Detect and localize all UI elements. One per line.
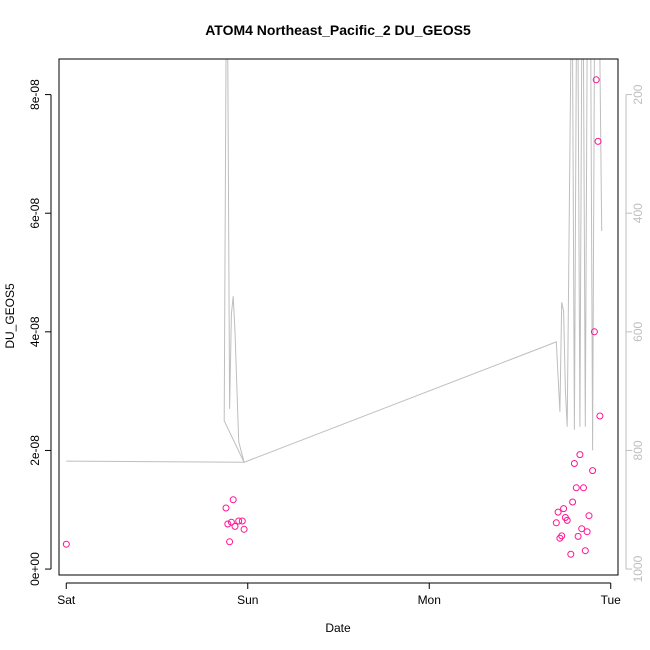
series-line-0 — [66, 59, 603, 463]
y2-tick-label: 400 — [631, 203, 645, 223]
y-tick-label: 8e-08 — [28, 79, 42, 110]
data-point — [578, 525, 586, 533]
y-tick-label: 2e-08 — [28, 435, 42, 466]
data-point — [235, 517, 243, 525]
data-point — [592, 76, 600, 84]
data-point — [570, 460, 578, 467]
data-point — [227, 518, 235, 526]
data-point — [589, 467, 597, 475]
data-point — [563, 516, 571, 524]
data-point — [554, 508, 562, 516]
data-point — [594, 137, 602, 145]
y2-tick-label: 1000 — [631, 555, 645, 582]
data-point — [580, 484, 587, 492]
data-point — [229, 496, 237, 504]
x-tick-label: Sat — [57, 593, 76, 607]
data-point — [238, 517, 246, 525]
data-point — [569, 498, 577, 506]
series-group — [62, 59, 604, 558]
axes: Sat Sun Mon Tue 0e+00 2e-08 4e-08 6e-08 8e-08 200… — [28, 58, 645, 607]
data-point — [560, 505, 568, 513]
chart-title: ATOM4 Northeast_Pacific_2 DU_GEOS5 — [205, 22, 471, 38]
y-tick-label: 0e+00 — [28, 552, 42, 586]
data-point — [556, 534, 564, 542]
data-point — [62, 540, 70, 548]
data-point — [585, 512, 593, 520]
x-tick-label: Sun — [237, 593, 258, 607]
data-point — [224, 520, 232, 528]
x-tick-label: Tue — [601, 593, 622, 607]
data-point — [240, 525, 248, 533]
data-point — [231, 522, 239, 530]
data-point — [572, 484, 580, 492]
data-point — [590, 328, 598, 336]
data-point — [226, 538, 234, 546]
y2-tick-label: 600 — [631, 321, 645, 341]
y2-tick-label: 800 — [631, 440, 645, 460]
data-point — [583, 528, 591, 536]
plot-frame — [58, 58, 619, 576]
y-axis-label: DU_GEOS5 — [3, 283, 17, 349]
data-point — [558, 532, 566, 540]
x-axis-label: Date — [325, 621, 351, 635]
x-tick-label: Mon — [418, 593, 441, 607]
y-tick-label: 6e-08 — [28, 198, 42, 229]
data-point — [222, 504, 230, 512]
data-point — [574, 532, 582, 540]
data-point — [552, 519, 560, 527]
data-point — [596, 412, 604, 420]
y-tick-label: 4e-08 — [28, 316, 42, 347]
plot-area — [62, 59, 604, 558]
data-point — [576, 451, 584, 459]
data-point — [567, 550, 575, 558]
data-point — [581, 547, 589, 555]
y2-tick-label: 200 — [631, 84, 645, 104]
